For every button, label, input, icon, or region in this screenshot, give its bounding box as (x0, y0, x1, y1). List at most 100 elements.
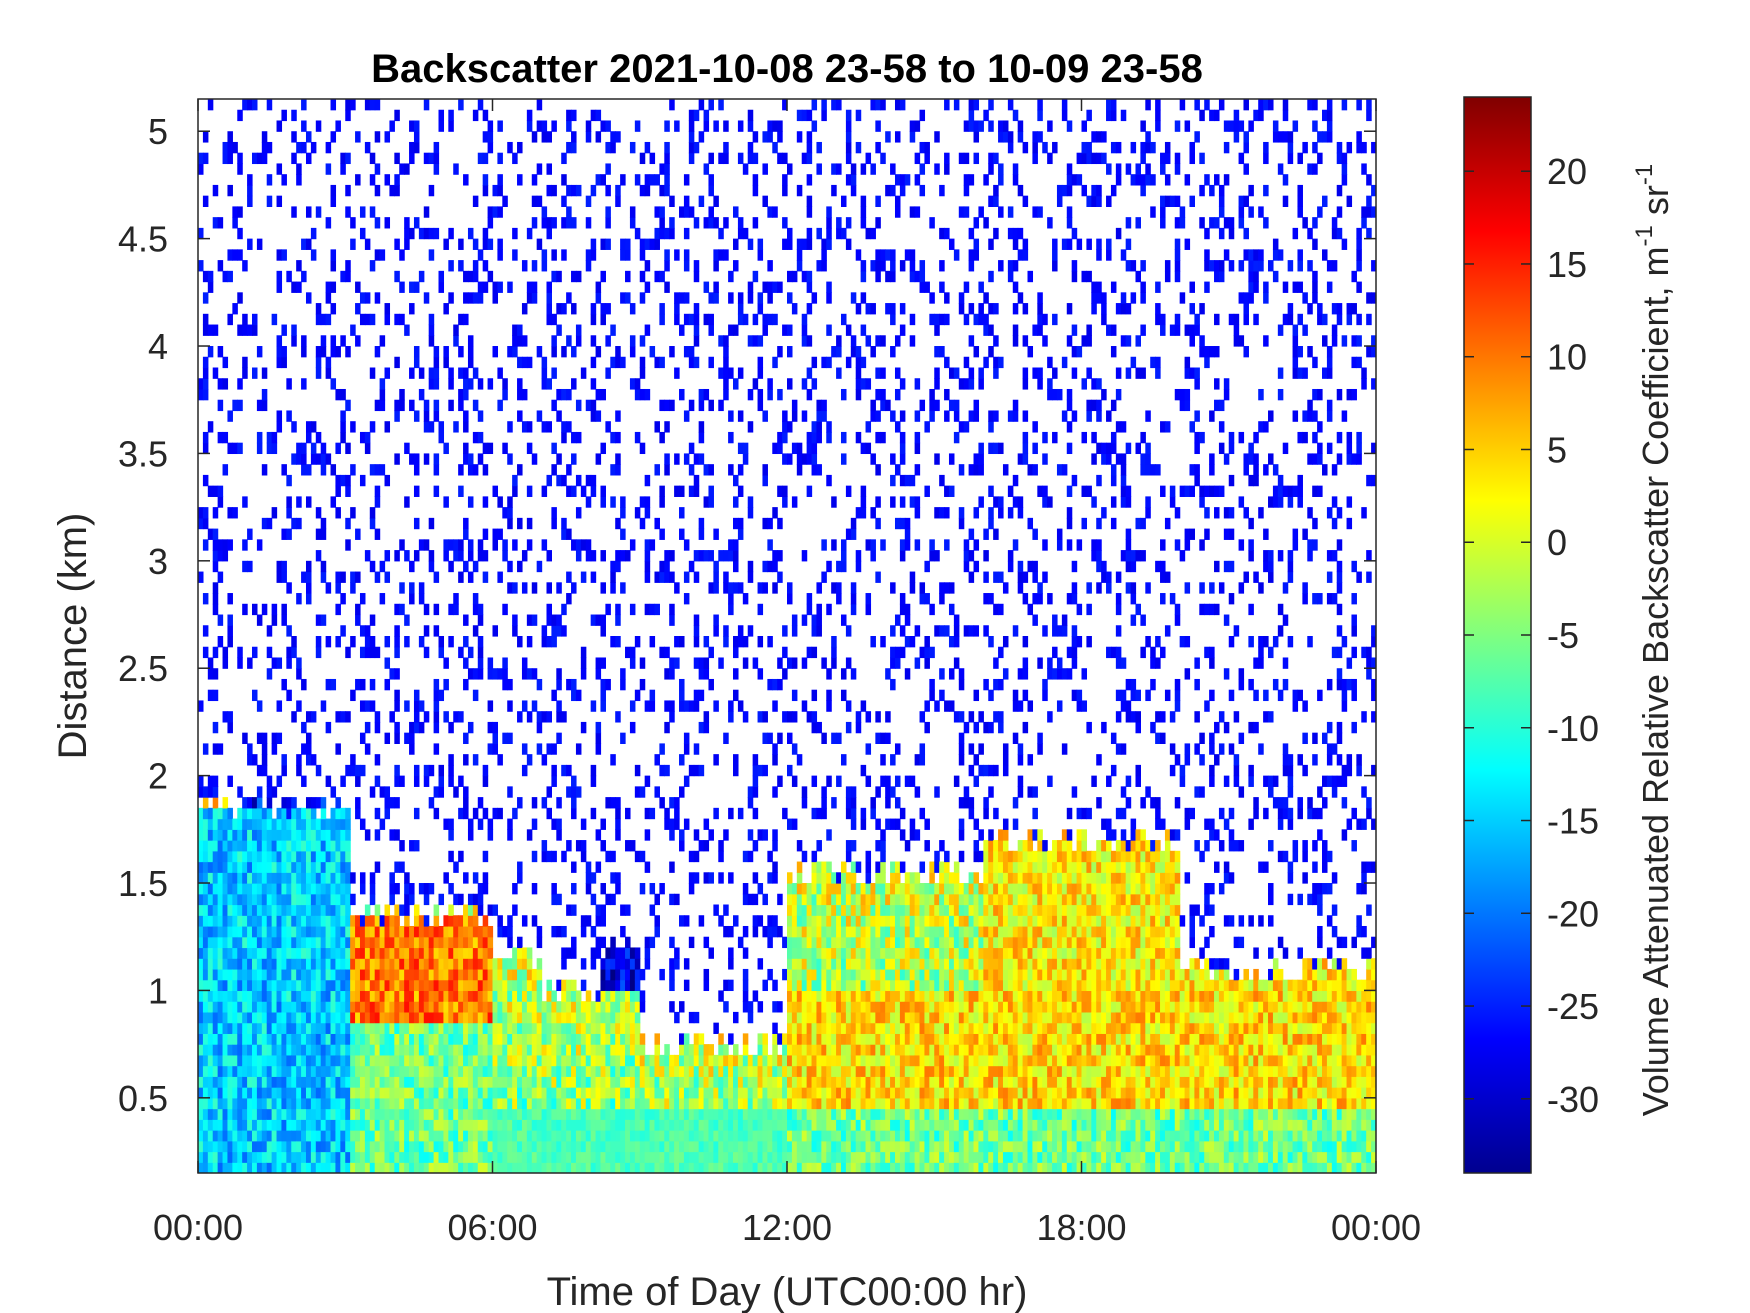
heatmap-cell (526, 421, 533, 433)
heatmap-cell (389, 925, 395, 938)
heatmap-cell (227, 936, 233, 949)
heatmap-cell (718, 249, 724, 261)
heatmap-cell (310, 850, 317, 863)
heatmap-cell (340, 904, 346, 916)
heatmap-cell (286, 840, 292, 852)
heatmap-cell (629, 1108, 636, 1120)
heatmap-cell (683, 732, 690, 744)
heatmap-cell (247, 818, 253, 830)
heatmap-cell (713, 560, 719, 573)
heatmap-cell (762, 1140, 768, 1153)
heatmap-cell (791, 979, 798, 992)
heatmap-cell (634, 1065, 641, 1077)
heatmap-cell (659, 1087, 665, 1099)
heatmap-cell (266, 883, 273, 895)
heatmap-cell (335, 1108, 341, 1120)
heatmap-cell (232, 141, 238, 154)
heatmap-cell (335, 807, 341, 820)
heatmap-cell (453, 1097, 459, 1110)
heatmap-cell (526, 442, 533, 455)
heatmap-cell (256, 614, 263, 626)
heatmap-cell (566, 1087, 572, 1099)
heatmap-cell (394, 1022, 400, 1034)
heatmap-cell (315, 925, 322, 938)
heatmap-cell (605, 217, 611, 229)
heatmap-cell (448, 1076, 454, 1088)
heatmap-cell (315, 1044, 322, 1056)
heatmap-cell (595, 453, 602, 465)
heatmap-cell (733, 915, 739, 927)
heatmap-cell (212, 1065, 219, 1077)
heatmap-cell (742, 1033, 749, 1045)
heatmap-cell (482, 947, 489, 959)
heatmap-cell (315, 1022, 322, 1034)
heatmap-cell (546, 1140, 552, 1153)
heatmap-cell (404, 700, 410, 712)
heatmap-cell (350, 571, 356, 583)
heatmap-cell (202, 442, 209, 455)
heatmap-cell (315, 840, 322, 852)
heatmap-cell (281, 1151, 287, 1163)
heatmap-cell (767, 281, 773, 293)
heatmap-cell (266, 936, 273, 949)
heatmap-cell (330, 378, 337, 390)
heatmap-cell (320, 1065, 327, 1077)
heatmap-cell (320, 464, 327, 476)
heatmap-cell (374, 1033, 381, 1045)
heatmap-cell (423, 1022, 430, 1034)
heatmap-cell (787, 421, 793, 433)
heatmap-cell (242, 990, 248, 1002)
heatmap-cell (777, 517, 783, 530)
heatmap-cell (477, 249, 484, 261)
heatmap-cell (261, 990, 268, 1002)
heatmap-cell (718, 1065, 724, 1077)
heatmap-cell (266, 1011, 273, 1024)
heatmap-cell (335, 925, 341, 938)
heatmap-cell (472, 367, 479, 379)
heatmap-cell (742, 453, 749, 465)
heatmap-cell (413, 1011, 420, 1024)
heatmap-cell (742, 657, 749, 669)
heatmap-cell (482, 872, 489, 884)
heatmap-cell (409, 1044, 415, 1056)
heatmap-cell (413, 1022, 420, 1034)
heatmap-cell (659, 571, 665, 583)
heatmap-cell (575, 431, 582, 444)
heatmap-cell (359, 1151, 366, 1163)
heatmap-cell (649, 603, 656, 616)
heatmap-cell (212, 1001, 219, 1013)
heatmap-cell (394, 1119, 400, 1131)
heatmap-cell (502, 979, 508, 992)
heatmap-cell (762, 131, 768, 143)
heatmap-cell (202, 786, 209, 798)
heatmap-cell (683, 195, 690, 207)
heatmap-cell (629, 657, 636, 669)
heatmap-cell (536, 958, 543, 970)
heatmap-cell (796, 184, 803, 197)
heatmap-cell (723, 1054, 729, 1067)
heatmap-cell (698, 388, 705, 401)
heatmap-cell (340, 1130, 346, 1142)
heatmap-cell (497, 174, 503, 186)
heatmap-cell (747, 507, 754, 519)
heatmap-cell (787, 968, 793, 981)
heatmap-cell (463, 754, 469, 766)
heatmap-cell (757, 249, 764, 261)
heatmap-cell (605, 797, 611, 809)
heatmap-cell (399, 1130, 405, 1142)
heatmap-cell (472, 968, 479, 981)
heatmap-cell (777, 657, 783, 669)
heatmap-cell (281, 925, 287, 938)
heatmap-cell (286, 1151, 292, 1163)
heatmap-cell (531, 1011, 538, 1024)
heatmap-cell (217, 947, 224, 959)
heatmap-cell (394, 979, 400, 992)
heatmap-cell (806, 206, 813, 218)
heatmap-cell (261, 904, 268, 916)
heatmap-cell (296, 700, 302, 712)
heatmap-cell (217, 496, 224, 508)
heatmap-cell (806, 979, 813, 992)
heatmap-cell (791, 743, 798, 755)
heatmap-cell (693, 1076, 700, 1088)
heatmap-cell (369, 1022, 376, 1034)
